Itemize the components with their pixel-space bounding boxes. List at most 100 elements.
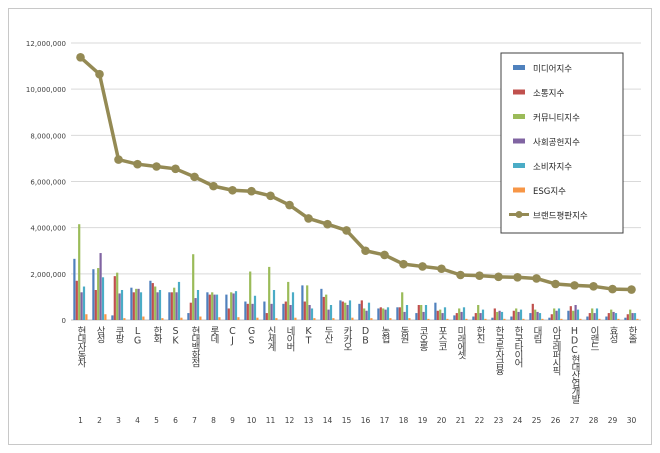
bar (403, 311, 406, 320)
bar (422, 311, 425, 320)
x-category-label: 삼성 (94, 326, 105, 343)
legend-swatch (513, 163, 525, 168)
line-point (513, 272, 522, 282)
bar (498, 310, 501, 320)
bar (612, 311, 615, 320)
x-rank-label: 14 (323, 416, 333, 425)
bar (553, 308, 556, 320)
bar (142, 316, 145, 320)
bar (332, 318, 335, 320)
line-point (76, 53, 85, 62)
line-point (608, 284, 617, 294)
x-category-label: 신세계 (265, 326, 276, 352)
line-point (437, 264, 446, 274)
bar (325, 294, 328, 320)
y-tick-label: 8,000,000 (30, 132, 66, 140)
x-category-label: 동원 (398, 326, 409, 343)
bar (377, 308, 380, 320)
legend-label: 사회공헌지수 (533, 138, 580, 148)
x-category-label: 한솔 (626, 326, 637, 343)
line-point (152, 162, 161, 171)
x-category-label: GS (246, 326, 257, 345)
bar (346, 304, 349, 320)
line-point (589, 281, 598, 291)
bar (341, 301, 344, 320)
bar (301, 285, 304, 320)
legend-label: 소통지수 (533, 89, 564, 99)
x-category-label: 이랜드 (588, 326, 599, 350)
bar (484, 318, 487, 320)
bar (268, 266, 271, 320)
bar (80, 292, 83, 320)
x-category-label: 포스코 (436, 326, 447, 350)
bar (605, 316, 608, 320)
bar (130, 287, 133, 320)
x-rank-label: 26 (551, 416, 561, 425)
bar (579, 318, 582, 320)
line-point (627, 285, 636, 294)
bar (272, 289, 276, 320)
bar (199, 316, 202, 320)
bar (120, 289, 124, 320)
line-point (266, 191, 275, 201)
bar (398, 307, 401, 320)
bar (170, 292, 173, 320)
bar (396, 307, 399, 320)
bar (175, 292, 178, 320)
bar (237, 317, 240, 320)
x-category-label: 농협 (379, 326, 390, 343)
bar (427, 318, 430, 320)
bar (360, 300, 363, 320)
bar (593, 313, 596, 320)
bar (132, 292, 135, 320)
line-point (247, 186, 256, 196)
x-category-label: 한국투자금융 (493, 326, 504, 375)
x-category-label: 한국타이어 (512, 326, 523, 368)
bar (265, 313, 268, 320)
bar (631, 313, 634, 320)
legend-label: ESG지수 (533, 187, 566, 197)
bar (213, 294, 216, 320)
bar (339, 300, 342, 320)
bar (289, 304, 292, 320)
x-rank-label: 18 (399, 416, 409, 425)
bar (154, 286, 157, 320)
bar (275, 318, 278, 320)
bar (536, 311, 539, 320)
x-category-label: CJ (227, 326, 238, 346)
bar (386, 307, 390, 320)
legend-swatch (513, 138, 525, 144)
bar (232, 293, 235, 320)
bar (382, 308, 385, 320)
bar (73, 258, 76, 320)
bar (465, 318, 468, 320)
bar (531, 303, 534, 320)
x-rank-label: 6 (173, 416, 178, 425)
bar (306, 285, 309, 320)
y-tick-label: 0 (62, 317, 66, 325)
bar (548, 317, 551, 320)
bar (588, 313, 591, 320)
bar (408, 318, 411, 320)
bar (441, 313, 444, 320)
line-point (570, 281, 579, 290)
bar (550, 314, 553, 320)
bar (529, 313, 532, 320)
bar (576, 309, 580, 320)
bar (104, 314, 107, 320)
line-point (551, 279, 560, 289)
x-rank-label: 1 (78, 416, 83, 425)
bar (246, 303, 249, 320)
bar (417, 304, 420, 320)
bar (569, 306, 572, 320)
x-rank-label: 24 (513, 416, 523, 425)
y-tick-label: 4,000,000 (30, 225, 66, 233)
bar (149, 280, 152, 320)
bar (294, 317, 297, 320)
bar (500, 311, 504, 320)
bar (365, 310, 368, 320)
bar (491, 317, 494, 320)
legend-swatch (513, 89, 525, 95)
x-category-label: 쿠팡 (113, 326, 124, 343)
x-rank-label: 16 (361, 416, 371, 425)
